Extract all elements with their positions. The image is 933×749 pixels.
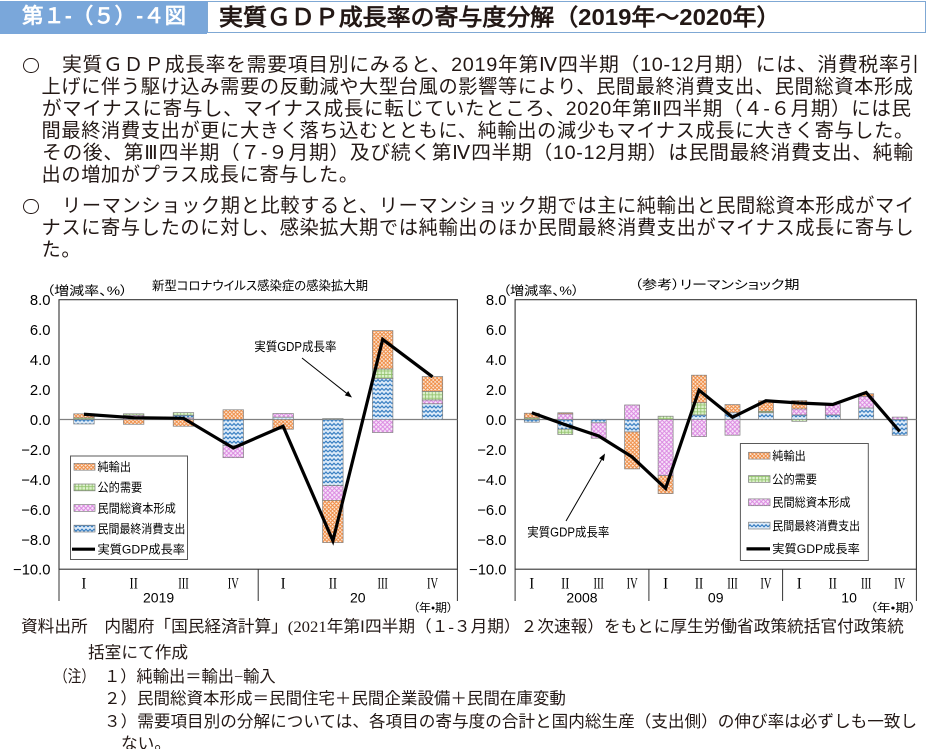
svg-text:実質GDP成長率: 実質GDP成長率 xyxy=(772,541,860,556)
svg-text:IV: IV xyxy=(427,576,439,593)
svg-text:III: III xyxy=(727,576,738,593)
svg-text:III: III xyxy=(861,576,872,593)
svg-text:（年・期）: （年・期） xyxy=(870,601,916,615)
svg-text:0.0: 0.0 xyxy=(486,413,507,429)
svg-text:09: 09 xyxy=(708,590,724,606)
svg-text:II: II xyxy=(130,576,138,593)
svg-text:IV: IV xyxy=(760,576,772,593)
svg-text:2008: 2008 xyxy=(566,590,597,606)
svg-text:2.0: 2.0 xyxy=(30,383,51,399)
svg-text:I: I xyxy=(281,576,286,593)
svg-text:実質GDP成長率: 実質GDP成長率 xyxy=(98,542,186,557)
svg-text:6.0: 6.0 xyxy=(30,323,51,339)
svg-text:20: 20 xyxy=(350,590,366,606)
svg-text:純輸出: 純輸出 xyxy=(98,460,132,474)
svg-text:II: II xyxy=(329,576,337,593)
svg-text:−10.0: −10.0 xyxy=(13,563,50,579)
svg-text:8.0: 8.0 xyxy=(486,293,507,309)
svg-text:−4.0: −4.0 xyxy=(477,473,506,489)
svg-text:−2.0: −2.0 xyxy=(21,443,50,459)
svg-text:II: II xyxy=(561,576,569,593)
svg-text:−6.0: −6.0 xyxy=(21,503,50,519)
svg-text:III: III xyxy=(178,576,189,593)
svg-text:−4.0: −4.0 xyxy=(21,473,50,489)
svg-text:IV: IV xyxy=(894,576,906,593)
svg-text:民間最終消費支出: 民間最終消費支出 xyxy=(98,521,186,536)
svg-text:II: II xyxy=(695,576,703,593)
svg-text:（増減率、%）: （増減率、%） xyxy=(503,283,579,298)
svg-text:10: 10 xyxy=(841,590,857,606)
svg-text:0.0: 0.0 xyxy=(30,413,51,429)
svg-text:I: I xyxy=(797,576,802,593)
svg-text:−2.0: −2.0 xyxy=(477,443,506,459)
svg-text:8.0: 8.0 xyxy=(30,293,51,309)
svg-text:−6.0: −6.0 xyxy=(477,503,506,519)
svg-text:II: II xyxy=(829,576,837,593)
svg-text:2019: 2019 xyxy=(143,590,174,606)
svg-text:2.0: 2.0 xyxy=(486,383,507,399)
svg-text:III: III xyxy=(593,576,604,593)
svg-text:民間最終消費支出: 民間最終消費支出 xyxy=(772,518,860,533)
svg-text:III: III xyxy=(377,576,388,593)
svg-text:純輸出: 純輸出 xyxy=(772,449,806,463)
svg-text:実質GDP成長率: 実質GDP成長率 xyxy=(254,339,336,354)
svg-text:4.0: 4.0 xyxy=(486,353,507,369)
svg-text:新型コロナウイルス感染症の感染拡大期: 新型コロナウイルス感染症の感染拡大期 xyxy=(152,278,368,293)
svg-text:（増減率、%）: （増減率、%） xyxy=(47,283,128,298)
svg-text:I: I xyxy=(81,576,86,593)
svg-text:I: I xyxy=(529,576,534,593)
svg-text:IV: IV xyxy=(228,576,240,593)
svg-text:民間総資本形成: 民間総資本形成 xyxy=(98,500,176,515)
svg-text:−8.0: −8.0 xyxy=(477,533,506,549)
svg-text:実質GDP成長率: 実質GDP成長率 xyxy=(527,525,609,540)
svg-text:（年・期）: （年・期） xyxy=(413,601,453,615)
svg-text:4.0: 4.0 xyxy=(30,353,51,369)
svg-text:公的需要: 公的需要 xyxy=(772,471,817,486)
svg-text:公的需要: 公的需要 xyxy=(98,480,143,495)
svg-text:6.0: 6.0 xyxy=(486,323,507,339)
svg-text:I: I xyxy=(663,576,668,593)
svg-text:−10.0: −10.0 xyxy=(469,563,506,579)
svg-text:−8.0: −8.0 xyxy=(21,533,50,549)
svg-text:民間総資本形成: 民間総資本形成 xyxy=(772,495,850,510)
svg-text:（参考）リーマンショック期: （参考）リーマンショック期 xyxy=(635,278,800,292)
svg-text:IV: IV xyxy=(627,576,639,593)
